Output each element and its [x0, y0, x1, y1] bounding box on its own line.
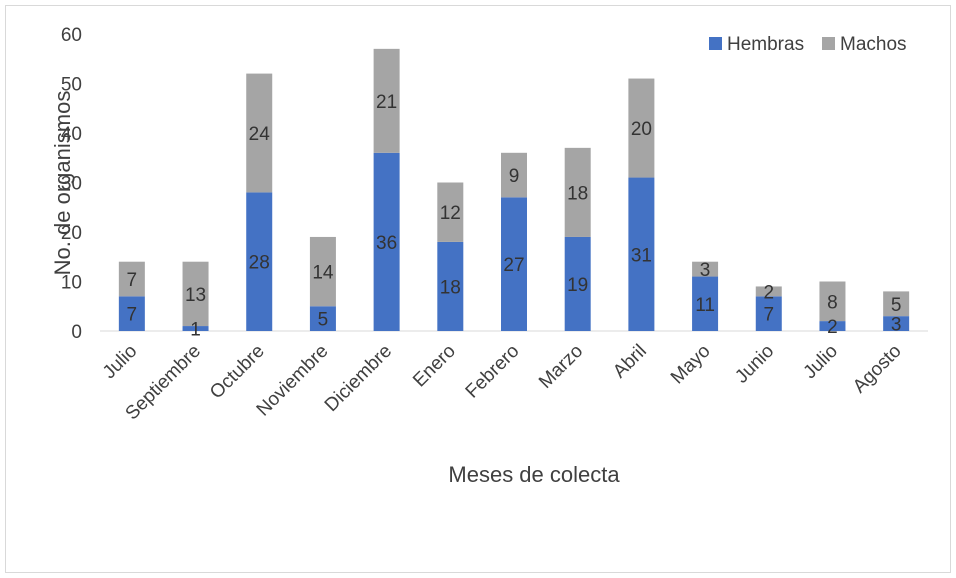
bar-machos	[501, 152, 527, 198]
x-tick-label: Julio	[99, 341, 141, 383]
bar-machos	[628, 78, 655, 178]
data-label-machos: 24	[249, 124, 271, 145]
bar-machos	[118, 261, 145, 297]
y-axis-ticks: 0 10 20 30 40 50 60	[61, 25, 82, 343]
bar-machos	[692, 261, 719, 277]
data-label-machos: 8	[827, 292, 838, 313]
data-label-machos: 5	[891, 295, 902, 316]
bar-machos	[883, 291, 910, 317]
x-tick-label: Junio	[731, 341, 778, 388]
data-label-machos: 18	[567, 183, 588, 204]
data-label-hembras: 18	[440, 277, 461, 298]
y-tick-label: 0	[71, 322, 82, 343]
bar-hembras	[373, 152, 400, 331]
bar-hembras	[182, 326, 209, 331]
bar-machos	[755, 286, 782, 297]
x-tick-label: Marzo	[535, 341, 587, 393]
legend-swatch-machos	[822, 37, 835, 50]
legend-swatch-hembras	[709, 37, 722, 50]
data-label-machos: 13	[185, 285, 206, 306]
x-tick-label: Enero	[409, 341, 460, 392]
data-label-machos: 12	[440, 203, 461, 224]
data-label-hembras: 5	[318, 310, 329, 331]
chart-frame	[5, 5, 951, 573]
data-label-hembras: 2	[827, 317, 838, 338]
bar-hembras	[246, 192, 273, 331]
data-label-hembras: 7	[127, 305, 138, 326]
legend: Hembras Machos	[709, 34, 907, 55]
y-tick-label: 10	[61, 273, 82, 294]
data-label-machos: 3	[700, 260, 711, 281]
bar-hembras	[755, 296, 782, 331]
bar-hembras	[564, 236, 591, 331]
y-axis-title: No. de organismos	[50, 91, 75, 276]
x-tick-label: Octubre	[206, 341, 269, 404]
bar-hembras	[309, 306, 336, 331]
bar-hembras	[883, 316, 910, 331]
y-tick-label: 30	[61, 174, 82, 195]
legend-label-hembras: Hembras	[727, 34, 804, 55]
bar-machos	[309, 236, 336, 307]
bar-hembras	[501, 197, 527, 331]
data-label-hembras: 7	[763, 305, 774, 326]
bars-group	[118, 48, 910, 331]
data-label-machos: 2	[763, 282, 774, 303]
data-label-machos: 20	[631, 119, 652, 140]
bar-machos	[246, 73, 273, 193]
bar-machos	[437, 182, 464, 242]
data-label-machos: 9	[509, 166, 520, 187]
legend-label-machos: Machos	[840, 34, 907, 55]
bar-hembras	[819, 321, 846, 331]
data-label-hembras: 19	[567, 275, 588, 296]
y-tick-label: 20	[61, 223, 82, 244]
data-label-hembras: 36	[376, 233, 397, 254]
x-tick-label: Diciembre	[321, 341, 396, 416]
data-label-hembras: 1	[190, 320, 201, 341]
x-tick-label: Agosto	[849, 341, 906, 398]
bar-hembras	[692, 276, 719, 331]
data-label-hembras: 3	[891, 315, 902, 336]
bar-hembras	[437, 241, 464, 331]
bar-hembras	[118, 296, 145, 331]
x-tick-label: Febrero	[462, 341, 524, 403]
data-label-hembras: 28	[249, 253, 270, 274]
bar-machos	[182, 261, 209, 327]
data-label-hembras: 27	[503, 255, 524, 276]
data-label-machos: 14	[312, 263, 334, 284]
y-tick-label: 40	[61, 124, 82, 145]
data-label-hembras: 31	[631, 245, 652, 266]
bar-machos	[373, 48, 400, 153]
x-axis-title: Meses de colecta	[448, 462, 620, 487]
x-tick-label: Abril	[609, 341, 651, 383]
x-tick-label: Mayo	[667, 341, 715, 389]
bar-hembras	[628, 177, 655, 331]
y-tick-label: 60	[61, 25, 82, 46]
y-tick-label: 50	[61, 75, 82, 96]
bar-machos	[564, 147, 591, 237]
data-label-machos: 21	[376, 92, 397, 113]
data-label-hembras: 11	[695, 295, 715, 316]
data-label-machos: 7	[127, 270, 138, 291]
bar-machos	[819, 281, 846, 322]
x-tick-label: Julio	[800, 341, 842, 383]
